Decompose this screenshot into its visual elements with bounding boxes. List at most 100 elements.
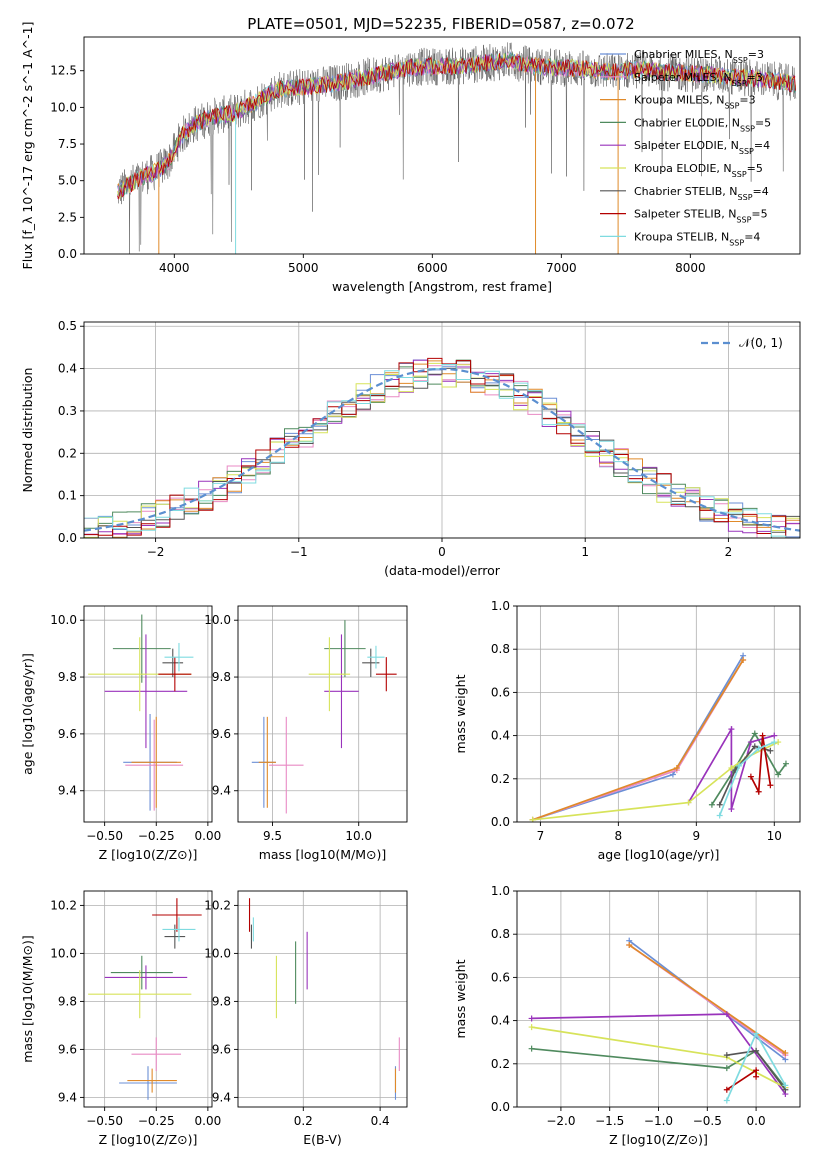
x-tick-label: 0.4 bbox=[371, 1114, 390, 1128]
weight-marker bbox=[771, 739, 778, 746]
weight-marker bbox=[740, 657, 747, 663]
legend-subscript: SSP bbox=[732, 170, 747, 179]
y-tick-label: 0.0 bbox=[491, 815, 510, 829]
errorbar-point bbox=[162, 917, 196, 942]
x-tick-label: 2 bbox=[725, 545, 733, 559]
y-axis-label: mass weight bbox=[453, 959, 468, 1038]
y-tick-label: 0.4 bbox=[491, 729, 510, 743]
x-axis-label: age [log10(age/yr)] bbox=[598, 847, 720, 862]
y-tick-label: 0.8 bbox=[491, 642, 510, 656]
weight-marker bbox=[736, 762, 743, 769]
weight-line-kroupa-miles bbox=[532, 659, 744, 821]
weight-marker bbox=[753, 1073, 760, 1080]
weight-line-kroupa-stelib bbox=[718, 741, 775, 816]
y-tick-label: 0.0 bbox=[491, 1100, 510, 1114]
y-tick-label: 9.6 bbox=[212, 1042, 231, 1056]
weight-marker bbox=[669, 771, 676, 778]
legend-entry: Chabrier ELODIE, NSSP=5 bbox=[634, 116, 771, 132]
y-tick-label: 9.6 bbox=[212, 727, 231, 741]
x-tick-label: 9.5 bbox=[263, 829, 282, 843]
x-tick-label: 0.2 bbox=[294, 1114, 313, 1128]
y-axis-label: Normed distribution bbox=[20, 368, 35, 493]
panel-age-vs-Z: −0.50 −0.25 0.00 9.4 9.6 9.8 10.0 Z [log10(Z/Z⊙… bbox=[20, 605, 222, 862]
y-tick-label: 9.8 bbox=[212, 994, 231, 1008]
y-tick-label: 12.5 bbox=[50, 64, 77, 78]
y-tick-label: 9.6 bbox=[58, 727, 77, 741]
errorbar-point bbox=[367, 645, 385, 669]
y-tick-label: 10.0 bbox=[50, 613, 77, 627]
weight-marker bbox=[528, 1045, 535, 1052]
panel-weight-vs-age: 7 8 9 10 0.0 0.2 0.4 0.6 0.8 1.0 age [log10(age/yr… bbox=[453, 599, 801, 862]
y-tick-label: 9.8 bbox=[58, 994, 77, 1008]
x-tick-label: 10 bbox=[767, 829, 782, 843]
weight-marker bbox=[528, 1015, 535, 1022]
y-tick-label: 0.0 bbox=[58, 247, 77, 261]
x-tick-label: 10.0 bbox=[345, 829, 372, 843]
weight-marker bbox=[767, 747, 774, 754]
legend-nssp: =4 bbox=[754, 139, 770, 152]
weight-marker bbox=[528, 1024, 535, 1031]
y-tick-label: 0.2 bbox=[491, 772, 510, 786]
x-tick-label: 0.00 bbox=[195, 1114, 222, 1128]
errorbar-point bbox=[88, 970, 192, 1019]
y-tick-label: 1.0 bbox=[491, 884, 510, 898]
weight-marker bbox=[723, 1086, 730, 1093]
y-tick-label: 9.8 bbox=[58, 670, 77, 684]
legend-entry: 𝒩(0, 1) bbox=[739, 336, 783, 350]
weight-marker bbox=[728, 765, 735, 771]
legend-nssp: =4 bbox=[744, 230, 760, 243]
axes-frame bbox=[516, 605, 801, 823]
errorbar-point bbox=[104, 634, 188, 749]
errorbar-point bbox=[158, 657, 192, 692]
weight-marker bbox=[728, 726, 735, 733]
weight-marker bbox=[723, 1011, 730, 1018]
y-tick-label: 0.0 bbox=[58, 531, 77, 545]
axes-frame bbox=[237, 890, 408, 1108]
y-tick-label: 0.4 bbox=[491, 1014, 510, 1028]
weight-marker bbox=[775, 771, 782, 778]
y-tick-label: 0.6 bbox=[491, 685, 510, 699]
weight-marker bbox=[723, 1097, 730, 1104]
y-tick-label: 10.2 bbox=[50, 898, 77, 912]
y-tick-label: 9.6 bbox=[58, 1042, 77, 1056]
x-axis-label: Z [log10(Z/Z⊙)] bbox=[99, 1132, 198, 1147]
weight-marker bbox=[751, 730, 758, 737]
y-tick-label: 10.0 bbox=[204, 946, 231, 960]
legend-subscript: SSP bbox=[724, 101, 739, 110]
plot-area-residuals bbox=[84, 322, 800, 538]
weight-marker bbox=[782, 1082, 789, 1089]
x-tick-label: 8000 bbox=[675, 261, 706, 275]
x-tick-label: 1 bbox=[581, 545, 589, 559]
axes-frame bbox=[83, 321, 801, 539]
errorbar-point bbox=[112, 614, 171, 683]
weight-marker bbox=[708, 801, 715, 808]
errorbar-point bbox=[127, 1068, 177, 1093]
weight-marker bbox=[716, 801, 723, 808]
legend-subscript: SSP bbox=[738, 192, 753, 201]
y-tick-label: 9.4 bbox=[212, 784, 231, 798]
y-tick-label: 10.0 bbox=[50, 946, 77, 960]
y-tick-label: 0.3 bbox=[58, 404, 77, 418]
y-tick-label: 0.2 bbox=[491, 1057, 510, 1071]
legend-entry: Chabrier MILES, NSSP=3 bbox=[634, 48, 764, 65]
weight-line-salpeter-stelib bbox=[750, 735, 772, 795]
errorbar-point bbox=[164, 642, 194, 672]
errorbar-point bbox=[308, 637, 351, 712]
axes-frame bbox=[237, 605, 408, 823]
legend-entry: Chabrier STELIB, NSSP=4 bbox=[634, 185, 769, 202]
errorbar-point bbox=[258, 716, 276, 808]
weight-line-kroupa-miles bbox=[628, 944, 786, 1054]
x-tick-label: 0.00 bbox=[195, 829, 222, 843]
errorbar-point bbox=[324, 620, 366, 678]
x-axis-label: Z [log10(Z/Z⊙)] bbox=[99, 847, 198, 862]
errorbar-point bbox=[110, 955, 173, 990]
x-tick-label: −2 bbox=[147, 545, 165, 559]
weight-line-salpeter-miles bbox=[532, 659, 744, 821]
errorbar-point bbox=[104, 965, 188, 990]
legend-nssp: =3 bbox=[748, 48, 764, 61]
panel-age-vs-mass: 9.5 10.0 9.4 9.6 9.8 10.0 mass [log10(M/M⊙)] bbox=[204, 605, 408, 862]
errorbar-point bbox=[269, 716, 304, 814]
legend-entry: Salpeter MILES, NSSP=3 bbox=[634, 71, 763, 88]
x-tick-label: −1 bbox=[290, 545, 308, 559]
